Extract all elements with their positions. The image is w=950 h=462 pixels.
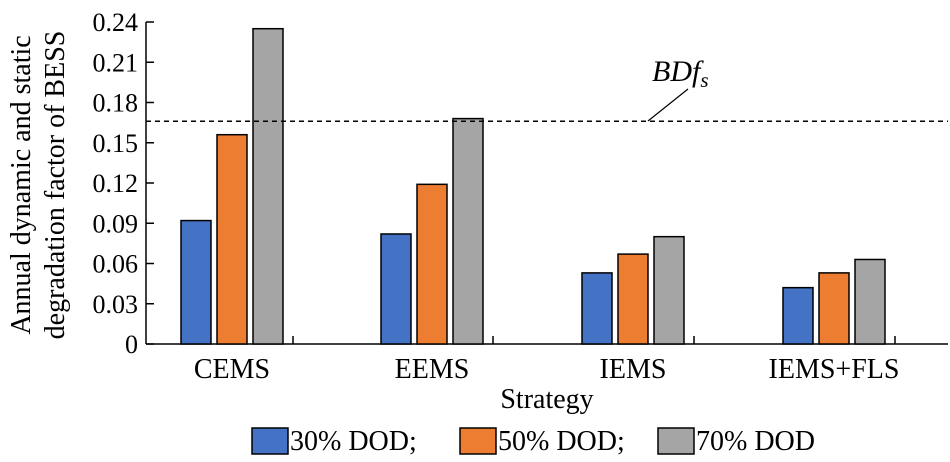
bar-iems-1 [581,272,613,345]
bar-iems-fls-3 [854,258,886,345]
bar-cems-3 [252,27,284,345]
y-axis-title-line-1: Annual dynamic and static [6,35,37,334]
x-tick-label: EEMS [395,354,470,385]
bar-eems-3 [452,117,484,345]
bar-iems-fls-2 [818,272,850,345]
legend-swatch [459,427,497,455]
threshold-label: BDfs [652,55,709,92]
legend-label: 70% DOD [696,426,815,457]
y-tick-label: 0.24 [93,8,139,37]
legend-swatch [657,427,695,455]
y-axis-title-line-2: degradation factor of BESS [40,31,71,340]
y-tick-label: 0.09 [93,209,139,238]
x-tick-label: IEMS [600,354,667,385]
y-tick-label: 0.03 [93,290,139,319]
legend-label: 50% DOD; [498,426,625,457]
y-tick-label: 0.18 [93,89,139,118]
y-axis-title: Annual dynamic and static degradation fa… [6,31,71,340]
x-tick-label: CEMS [194,354,270,385]
threshold-leader-line [647,88,689,122]
bar-eems-1 [380,233,412,345]
bar-cems-1 [180,219,212,345]
plot-area: 0 0.03 0.06 0.09 0.12 0.15 0.18 0.21 0.24 CEMS EEM… [93,8,948,385]
legend: 30% DOD; 50% DOD; 70% DOD [251,426,815,457]
legend-label: 30% DOD; [290,426,417,457]
x-axis-title: Strategy [500,384,593,415]
legend-swatch [251,427,289,455]
y-tick-label: 0.15 [93,129,139,158]
bar-iems-3 [653,235,685,345]
bar-iems-2 [617,253,649,345]
x-tick-label: IEMS+FLS [769,354,900,385]
bar-iems-fls-1 [782,286,814,345]
y-tick-label: 0.06 [93,250,139,279]
bar-eems-2 [416,183,448,345]
y-tick-label: 0.12 [93,169,139,198]
bar-cems-2 [216,133,248,345]
y-tick-label: 0.21 [93,48,139,77]
y-tick-label: 0 [125,330,138,359]
